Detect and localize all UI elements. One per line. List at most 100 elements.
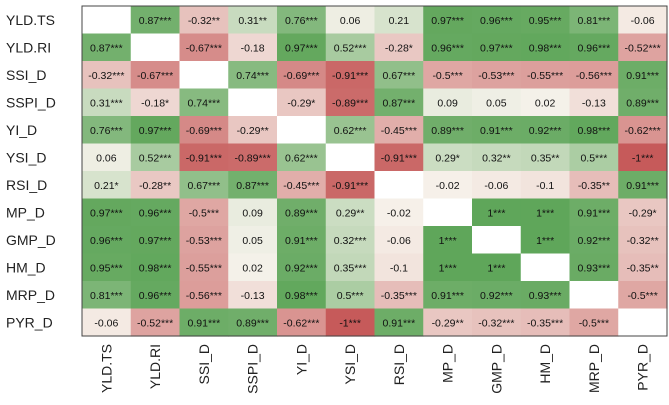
cell-value-label: 0.87*** [383,97,416,109]
cell-value-label: 1*** [439,262,457,274]
cell-value-label: 0.92*** [578,235,611,247]
cell-value-label: -0.18* [141,97,169,109]
heatmap-cell [277,33,327,62]
heatmap-cell [618,116,668,145]
cell-value-label: 0.21 [389,15,410,27]
cell-value-label: -0.91*** [186,152,222,164]
heatmap-cell [130,116,181,145]
heatmap-cell [325,198,376,227]
cell-value-label: -1*** [339,317,361,329]
cell-value-label: 0.31*** [90,97,123,109]
heatmap-cell [325,6,376,35]
cell-value-label: 0.32** [482,152,511,164]
cell-value-label: 0.29** [336,207,365,219]
heatmap-cell [130,171,181,200]
cell-value-label: 0.76*** [285,15,318,27]
heatmap-cell [325,308,376,337]
heatmap-cell [374,226,424,255]
heatmap-cell [228,61,278,90]
heatmap-cell [569,308,619,337]
heatmap-cell [179,6,229,35]
cell-value-label: 0.92*** [529,125,562,137]
heatmap-cell [569,88,619,117]
column-label: SSI_D [196,344,212,384]
heatmap-cell [277,116,327,145]
row-label: PYR_D [6,314,53,330]
heatmap-cell [423,61,473,90]
cell-value-label: -0.28* [385,42,413,54]
cell-value-label: 0.5*** [580,152,607,164]
heatmap-cell [569,61,619,90]
column-label: SSPI_D [245,344,261,394]
cell-value-label: 0.05 [242,235,263,247]
heatmap-cell [618,143,668,172]
column-label: MP_D [440,344,456,383]
heatmap-cell [179,226,229,255]
cell-value-label: -0.32** [627,235,659,247]
cell-value-label: -0.55*** [186,262,222,274]
cell-value-label: 0.95*** [529,15,562,27]
cell-value-label: -0.52*** [137,317,173,329]
heatmap-cell [423,88,473,117]
heatmap-cell [472,143,522,172]
cell-value-label: 1*** [487,207,505,219]
cell-value-label: 0.35** [531,152,560,164]
cell-value-label: 0.5*** [337,290,364,302]
heatmap-cell [82,33,132,62]
cell-value-label: 0.52*** [334,42,367,54]
cell-value-label: -0.5*** [627,290,657,302]
cell-value-label: 0.96*** [139,290,172,302]
heatmap-cell [130,143,181,172]
cell-value-label: 0.91*** [578,207,611,219]
cell-value-label: -0.55*** [527,70,563,82]
heatmap-cell [520,143,571,172]
heatmap-cell [374,116,424,145]
heatmap-cell [374,61,424,90]
heatmap-cell [228,88,278,117]
cell-value-label: -0.29* [287,97,315,109]
heatmap-cell [472,116,522,145]
cell-value-label: 0.89*** [626,97,659,109]
cell-value-label: -0.35** [627,262,659,274]
heatmap-cell [618,281,668,310]
heatmap-cell [277,143,327,172]
heatmap-cell [423,226,473,255]
cell-value-label: 0.96*** [578,42,611,54]
heatmap-cell [277,6,327,35]
cell-value-label: -0.29* [629,207,657,219]
heatmap-cell [325,116,376,145]
cell-value-label: -0.91*** [332,180,368,192]
cell-value-label: 0.98*** [139,262,172,274]
heatmap-cell [618,171,668,200]
heatmap-cell [130,198,181,227]
heatmap-cell [569,281,619,310]
heatmap-cell [82,61,132,90]
heatmap-cell [423,143,473,172]
heatmap-cell [82,171,132,200]
heatmap-cell [130,6,181,35]
cell-value-label: 0.93*** [529,290,562,302]
cell-value-label: 0.91*** [188,317,221,329]
cell-value-label: 0.96*** [139,207,172,219]
heatmap-cell [179,281,229,310]
heatmap-cell [374,253,424,282]
heatmap-cell [520,88,571,117]
cell-value-label: -0.35*** [381,290,417,302]
cell-value-label: 0.05 [486,97,507,109]
cell-value-label: 0.06 [340,15,361,27]
heatmap-cell [82,198,132,227]
heatmap-cell [374,198,424,227]
heatmap-cell [82,226,132,255]
heatmap-cell [82,88,132,117]
cell-value-label: -0.28** [139,180,171,192]
cell-value-label: -0.32*** [88,70,124,82]
cell-value-label: 0.09 [242,207,263,219]
heatmap-cell [228,33,278,62]
row-label: YSI_D [6,149,46,165]
cell-value-label: 0.97*** [480,42,513,54]
heatmap-cell [569,143,619,172]
cell-value-label: -0.06 [631,15,655,27]
heatmap-cell [618,198,668,227]
heatmap-cell [130,88,181,117]
